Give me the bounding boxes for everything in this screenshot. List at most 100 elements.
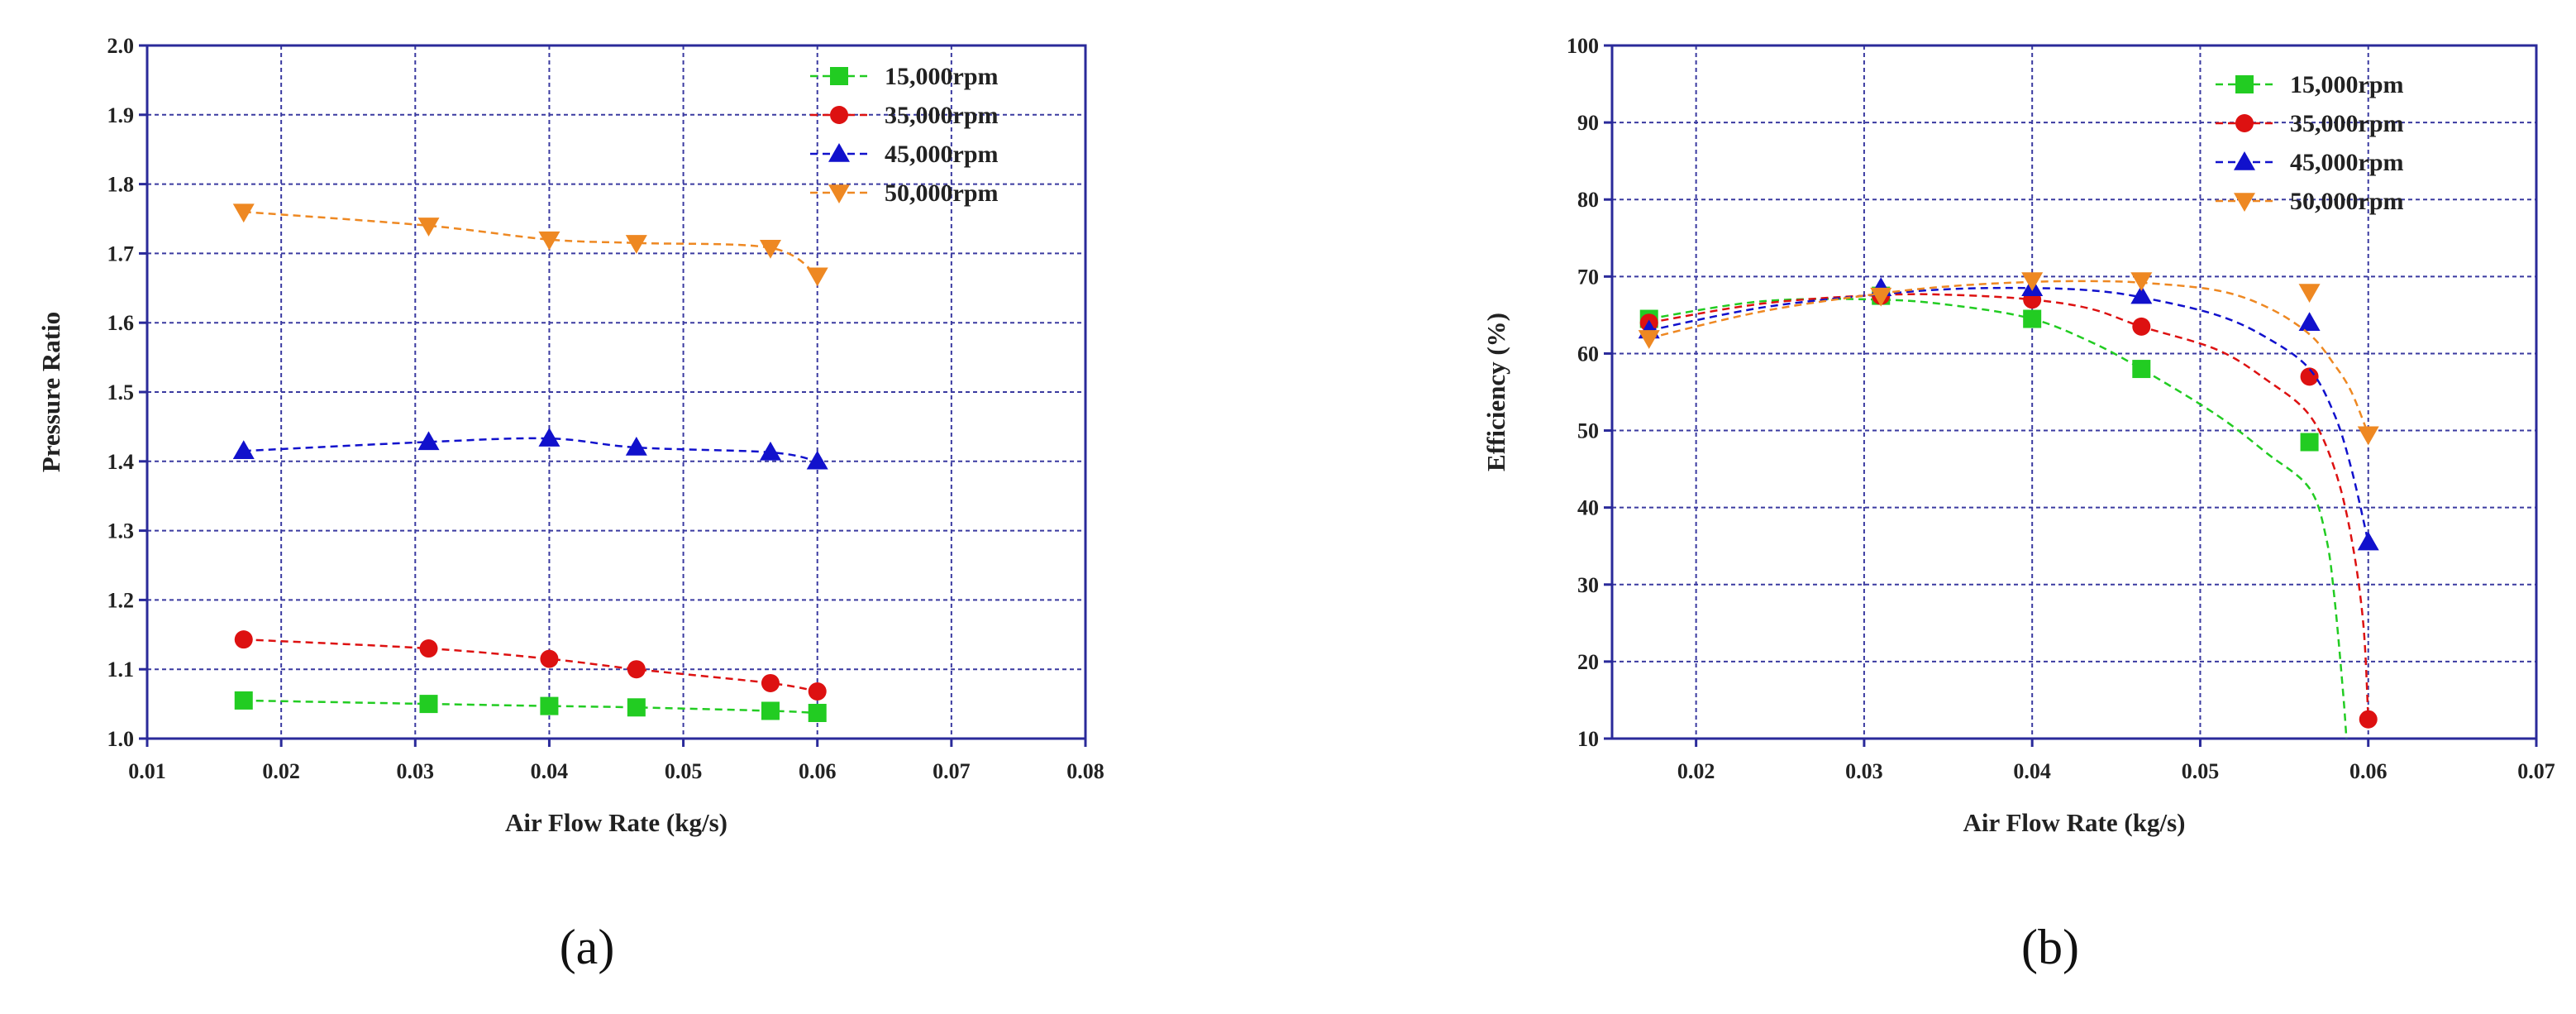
data-point (540, 649, 559, 668)
x-tick-label: 0.05 (2182, 759, 2220, 783)
x-axis-label: Air Flow Rate (kg/s) (1963, 808, 2186, 837)
series-line (1648, 298, 2348, 739)
data-point (627, 660, 646, 679)
data-point (808, 703, 827, 722)
y-tick-label: 1.3 (107, 519, 135, 543)
data-point (234, 691, 253, 710)
x-tick-label: 0.07 (2517, 759, 2555, 783)
panel-label: (a) (560, 920, 615, 974)
data-point (759, 239, 781, 259)
panel-label: (b) (2021, 920, 2079, 974)
data-point (627, 698, 646, 717)
data-point (2300, 433, 2319, 452)
x-tick-label: 0.06 (2349, 759, 2388, 783)
legend: 15,000rpm 35,000rpm 45,000rpm 50,000rpm (810, 63, 999, 207)
legend-label: 45,000rpm (885, 141, 999, 168)
data-point (2132, 360, 2151, 379)
x-tick-label: 0.03 (1845, 759, 1883, 783)
data-point (806, 267, 828, 287)
data-point (806, 450, 828, 470)
data-point (417, 218, 440, 237)
y-tick-label: 70 (1577, 265, 1599, 289)
data-point (2132, 317, 2151, 336)
y-tick-label: 1.8 (107, 173, 135, 197)
x-axis-label: Air Flow Rate (kg/s) (505, 808, 727, 837)
data-point (417, 431, 440, 451)
series-line (243, 699, 818, 715)
x-tick-label: 0.05 (665, 759, 703, 783)
y-tick-label: 1.1 (107, 658, 135, 682)
data-point (2298, 284, 2321, 303)
series-50,000rpm (232, 203, 828, 287)
data-point (2021, 272, 2044, 291)
x-tick-label: 0.03 (397, 759, 435, 783)
series-45,000rpm (232, 428, 828, 470)
legend-label: 35,000rpm (2290, 110, 2404, 137)
legend-marker (828, 184, 850, 203)
series-line (243, 437, 818, 463)
legend-label: 50,000rpm (885, 179, 999, 207)
data-point (419, 639, 438, 658)
legend-marker (2235, 114, 2254, 132)
legend-marker (830, 106, 848, 124)
y-tick-label: 1.7 (107, 242, 135, 265)
data-point (2357, 531, 2379, 551)
plot-frame (1610, 44, 2538, 740)
legend-marker (828, 143, 850, 162)
y-tick-label: 80 (1577, 188, 1599, 212)
y-axis-label: Efficiency (%) (1481, 313, 1510, 471)
y-tick-label: 1.2 (107, 588, 135, 612)
y-tick-label: 30 (1577, 573, 1599, 597)
y-tick-label: 1.4 (107, 450, 135, 474)
legend-marker (2234, 151, 2255, 170)
y-tick-label: 1.0 (107, 727, 135, 751)
data-point (234, 630, 253, 649)
data-point (808, 682, 827, 701)
legend-label: 15,000rpm (2290, 71, 2404, 98)
data-point (1638, 330, 1660, 349)
data-point (2130, 285, 2153, 304)
x-tick-label: 0.02 (1677, 759, 1715, 783)
x-tick-label: 0.08 (1066, 759, 1104, 783)
legend: 15,000rpm 35,000rpm 45,000rpm 50,000rpm (2216, 71, 2404, 215)
legend-label: 45,000rpm (2290, 149, 2404, 176)
x-tick-label: 0.02 (262, 759, 300, 783)
series-50,000rpm (1638, 272, 2379, 446)
legend-label: 35,000rpm (885, 102, 999, 129)
series-line (243, 210, 818, 277)
grid (1612, 45, 2536, 739)
y-tick-label: 100 (1567, 34, 1599, 58)
series-35,000rpm (234, 630, 827, 701)
legend-label: 50,000rpm (2290, 188, 2404, 215)
y-tick-label: 20 (1577, 650, 1599, 674)
chart-panel-b: 0.02 0.03 0.04 0.05 0.06 0.07 10 20 30 40 50 60 70 80… (1481, 34, 2555, 974)
series-line (1648, 280, 2369, 435)
x-tick-label: 0.06 (799, 759, 837, 783)
data-point (2357, 426, 2379, 446)
series-45,000rpm (1638, 277, 2379, 551)
legend-marker (830, 67, 848, 85)
data-point (2130, 272, 2153, 291)
series-line (1648, 286, 2369, 543)
data-point (625, 437, 647, 456)
data-point (2359, 710, 2378, 729)
x-tick-label: 0.04 (2013, 759, 2051, 783)
data-point (761, 701, 780, 720)
y-tick-label: 40 (1577, 496, 1599, 520)
legend-marker (2235, 75, 2254, 93)
y-tick-label: 60 (1577, 342, 1599, 366)
y-tick-label: 10 (1577, 727, 1599, 751)
data-point (232, 203, 255, 223)
x-tick-label: 0.04 (531, 759, 569, 783)
y-tick-label: 90 (1577, 111, 1599, 135)
y-tick-label: 1.9 (107, 103, 135, 127)
series-line (243, 638, 818, 693)
data-point (538, 231, 561, 251)
legend-marker (2234, 193, 2255, 212)
grid (147, 45, 1085, 739)
data-point (2023, 309, 2042, 328)
data-point (1870, 287, 1892, 307)
x-tick-label: 0.07 (933, 759, 971, 783)
y-axis-label: Pressure Ratio (36, 312, 65, 472)
